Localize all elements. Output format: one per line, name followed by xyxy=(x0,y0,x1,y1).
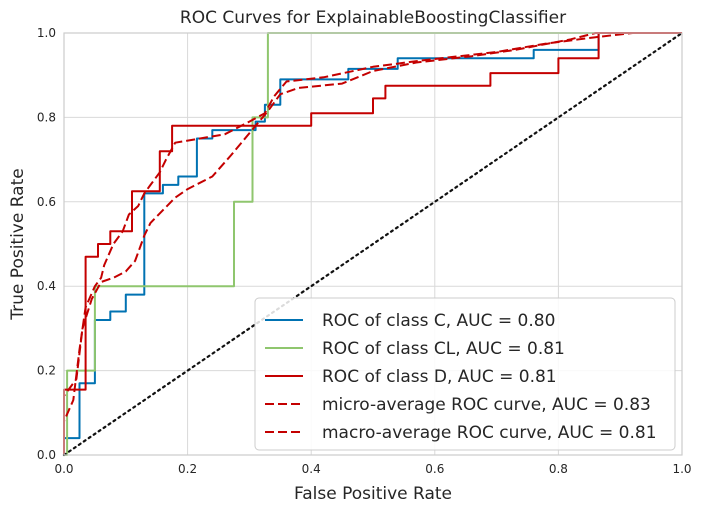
roc-series-1 xyxy=(64,32,682,456)
legend-label-1: ROC of class CL, AUC = 0.81 xyxy=(322,339,565,359)
x-tick-label: 0.4 xyxy=(302,462,321,476)
plot-frame xyxy=(63,32,683,456)
legend-label-2: ROC of class D, AUC = 0.81 xyxy=(322,367,557,387)
x-tick-label: 0.2 xyxy=(178,462,197,476)
y-tick-label: 0.6 xyxy=(37,195,56,209)
legend: ROC of class C, AUC = 0.80 ROC of class C… xyxy=(254,297,676,451)
y-tick-label: 1.0 xyxy=(37,26,56,40)
legend-label-0: ROC of class C, AUC = 0.80 xyxy=(322,311,555,331)
y-tick-label: 0.2 xyxy=(37,364,56,378)
legend-box xyxy=(254,297,676,451)
roc-series-4 xyxy=(63,32,682,455)
x-tick-label: 0.8 xyxy=(549,462,568,476)
legend-label-4: macro-average ROC curve, AUC = 0.81 xyxy=(322,423,657,443)
y-tick-label: 0.8 xyxy=(37,110,56,124)
x-tick-label: 1.0 xyxy=(672,462,691,476)
x-axis-label: False Positive Rate xyxy=(294,484,452,504)
roc-series-5 xyxy=(62,31,684,457)
chart-title: ROC Curves for ExplainableBoostingClassi… xyxy=(180,8,566,28)
tick-labels: 0.0 0.2 0.4 0.6 0.8 1.0 0.0 0.2 0.4 0.6 0.8 1.0 xyxy=(37,26,692,476)
legend-label-3: micro-average ROC curve, AUC = 0.83 xyxy=(322,395,651,415)
x-tick-label: 0.6 xyxy=(425,462,444,476)
y-axis-label: True Positive Rate xyxy=(8,168,28,320)
roc-series-3 xyxy=(63,32,682,455)
roc-series-0 xyxy=(63,32,682,455)
roc-curves xyxy=(62,31,684,457)
y-tick-label: 0.4 xyxy=(37,279,56,293)
roc-series-2 xyxy=(63,32,682,455)
y-tick-label: 0.0 xyxy=(37,448,56,462)
x-tick-label: 0.0 xyxy=(54,462,73,476)
